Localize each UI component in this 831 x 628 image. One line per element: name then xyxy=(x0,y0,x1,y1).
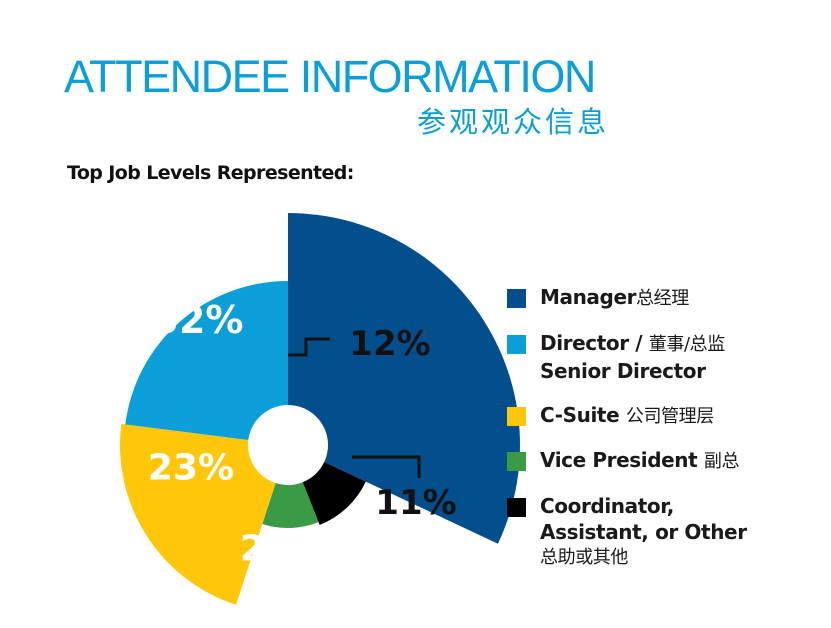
leader-line xyxy=(352,455,421,478)
slice-value-label: 32% xyxy=(153,298,244,342)
slice-value-label: 23% xyxy=(148,448,234,489)
legend-swatch-manager xyxy=(507,289,526,308)
pie-slice-manager xyxy=(288,213,520,544)
legend-label-coordinator: Coordinator, xyxy=(540,494,674,518)
legend-swatch-director xyxy=(507,335,526,354)
chart-subtitle: Top Job Levels Represented: xyxy=(67,162,354,184)
pie-slice-director-senior-director xyxy=(125,281,289,440)
legend-label-coordinator-line2: Assistant, or Other xyxy=(540,520,747,544)
page-title-chinese: 参观观众信息 xyxy=(416,105,609,139)
legend-label-coordinator-line3: 总助或其他 xyxy=(540,547,628,568)
leader-line xyxy=(288,337,330,357)
legend-label-director: Director / xyxy=(540,331,643,355)
pie-slice-c-suite xyxy=(120,423,276,605)
legend-item-c-suite: C-Suite 公司管理层 xyxy=(507,402,714,430)
legend-label-c-suite: C-Suite xyxy=(540,403,620,427)
slice-value-label: 11% xyxy=(375,483,456,523)
page-title: ATTENDEE INFORMATION xyxy=(64,51,596,102)
legend-item-vice-president: Vice President 副总 xyxy=(507,447,739,475)
legend-swatch-c-suite xyxy=(507,407,526,426)
legend-label-director-cn: 董事/总监 xyxy=(648,334,725,355)
legend-label-manager: Manager xyxy=(540,285,637,309)
pie-slice-coordinator-assistant-or-other xyxy=(302,462,366,525)
slice-value-label: 12% xyxy=(349,324,430,364)
legend-item-director: Director / 董事/总监 Senior Director xyxy=(507,330,725,384)
slice-value-label: 22% xyxy=(240,529,326,570)
legend-label-vice-president-cn: 副总 xyxy=(703,451,740,472)
legend-item-coordinator: Coordinator, Assistant, or Other 总助或其他 xyxy=(507,493,747,571)
pie-slice-vice-president xyxy=(262,482,319,528)
legend-label-c-suite-cn: 公司管理层 xyxy=(625,406,714,427)
legend-item-manager: Manager总经理 xyxy=(507,284,689,312)
legend-swatch-vice-president xyxy=(507,452,526,471)
legend-swatch-coordinator xyxy=(507,498,526,517)
legend-label-vice-president: Vice President xyxy=(540,448,698,472)
legend-label-manager-cn: 总经理 xyxy=(636,288,689,309)
legend-label-director-line2: Senior Director xyxy=(540,359,706,383)
